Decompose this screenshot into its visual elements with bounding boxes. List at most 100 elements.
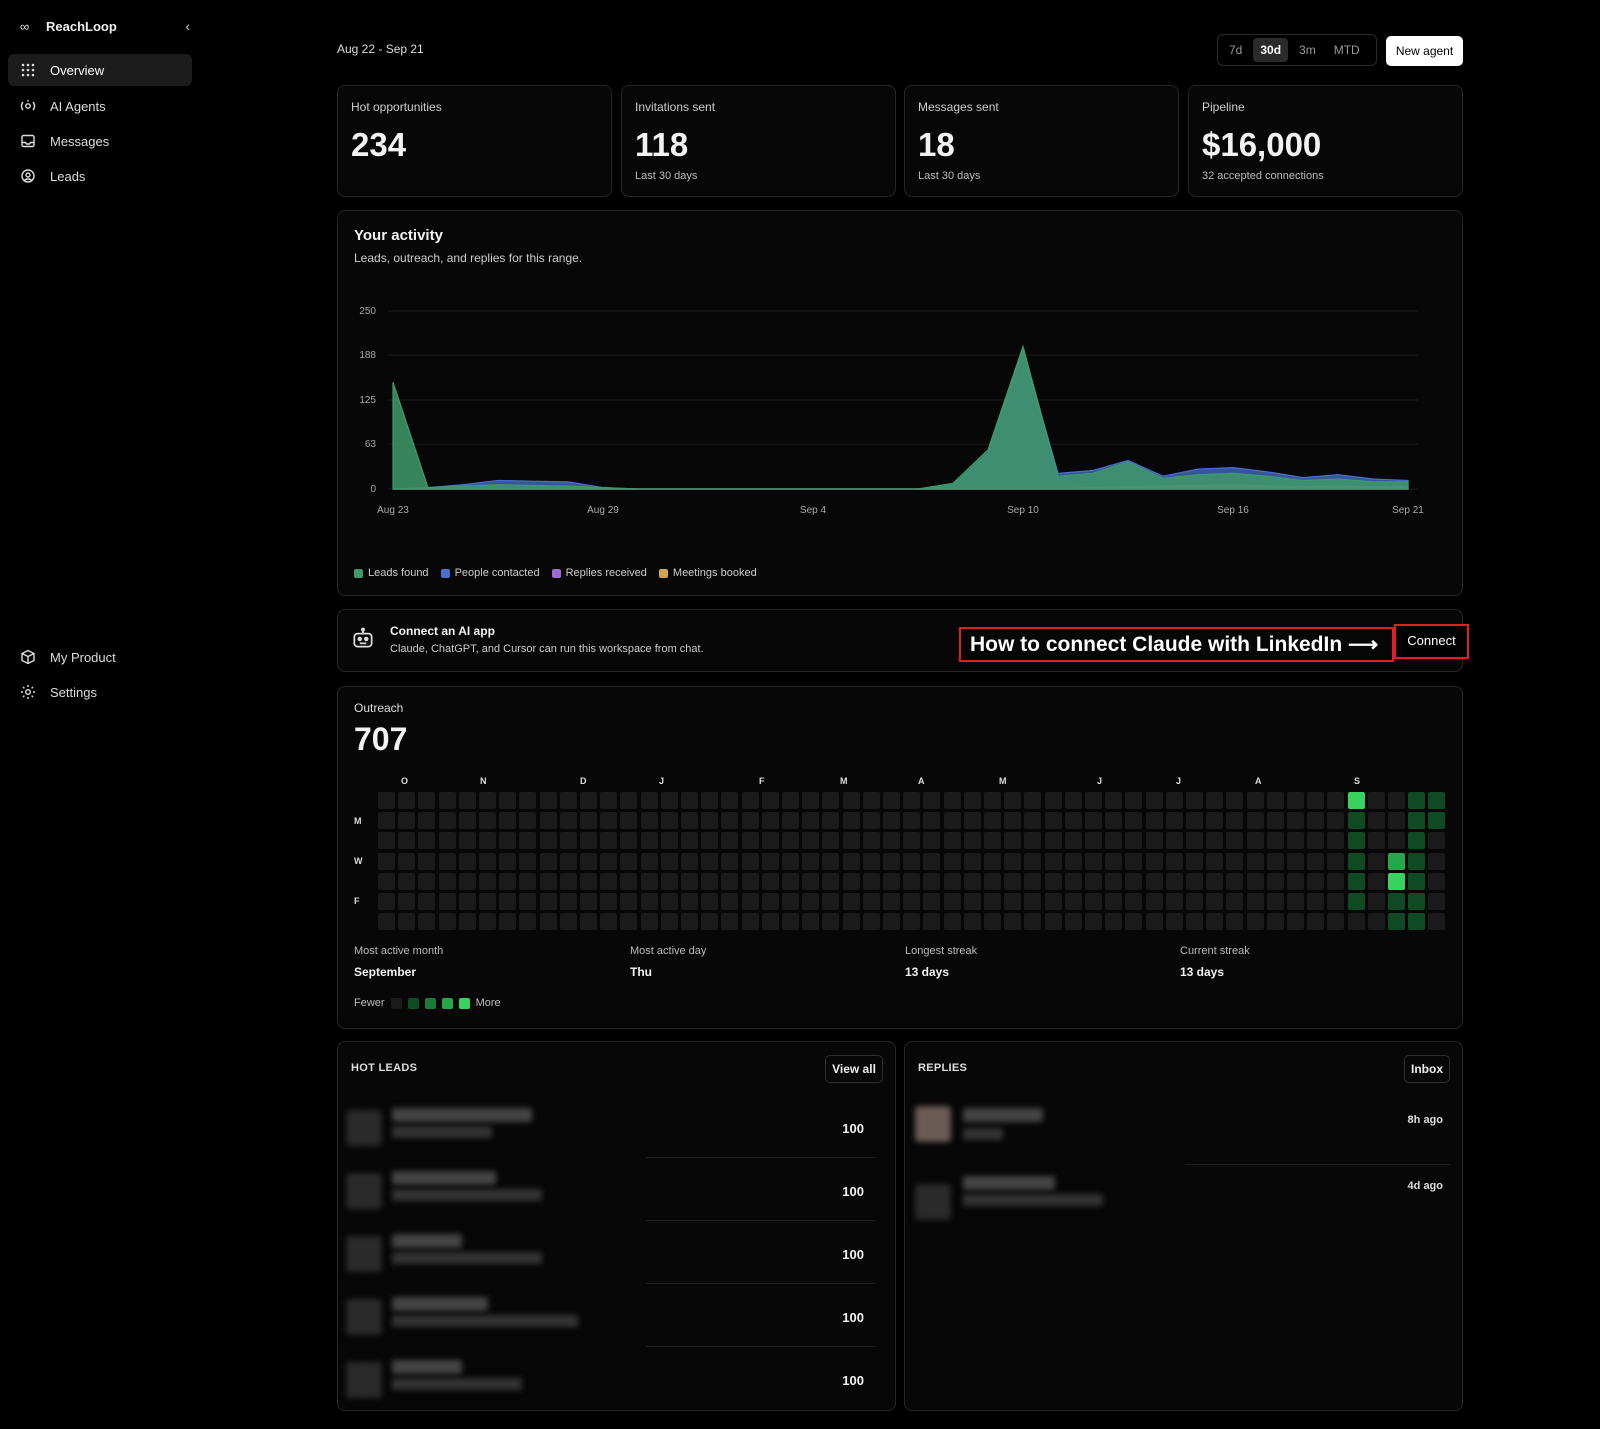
heatmap-cell (1206, 872, 1224, 890)
heatmap-cell (378, 792, 395, 809)
heatmap-cell (1165, 812, 1183, 830)
heatmap-cell (1105, 872, 1123, 890)
sidebar-item-settings[interactable]: Settings (8, 676, 192, 708)
robot-icon (353, 627, 373, 648)
heatmap-cell (1246, 913, 1264, 931)
heatmap-cell (761, 812, 779, 830)
heatmap-cell (640, 812, 658, 830)
lead-row[interactable]: 100 (346, 1348, 876, 1410)
heatmap-cell (1347, 852, 1365, 870)
heatmap-cell (1105, 893, 1123, 910)
stat-value: $16,000 (1202, 126, 1322, 163)
heatmap-cell (519, 872, 537, 890)
heatmap-cell (681, 832, 698, 850)
heatmap-cell (1085, 792, 1102, 809)
heatmap-cell (640, 913, 658, 931)
heatmap-cell (640, 872, 658, 890)
heatmap-cell (1085, 832, 1102, 850)
heatmap-cell (539, 812, 557, 830)
heatmap-cell (1408, 893, 1426, 910)
heatmap-cell (620, 893, 638, 910)
sidebar-item-messages[interactable]: Messages (8, 125, 192, 157)
heatmap-cell (418, 913, 436, 931)
sidebar: ∞ ReachLoop ‹ Overview AI Agents Message… (0, 0, 200, 1429)
x-tick-label: Sep 16 (1217, 505, 1249, 516)
heatmap-cell (883, 872, 900, 890)
heatmap-cell (741, 832, 759, 850)
heatmap-cell (398, 792, 416, 809)
heatmap-cell (701, 792, 719, 809)
view-all-button[interactable]: View all (825, 1055, 883, 1083)
heatmap-cell (600, 913, 618, 931)
x-tick-label: Sep 4 (800, 505, 827, 516)
heatmap-cell (499, 852, 517, 870)
sidebar-item-ai-agents[interactable]: AI Agents (8, 90, 192, 122)
inbox-button[interactable]: Inbox (1404, 1055, 1450, 1083)
range-mtd-button[interactable]: MTD (1333, 43, 1360, 57)
reply-row[interactable]: 8h ago (915, 1106, 1455, 1172)
lead-row[interactable]: 100 (346, 1159, 876, 1221)
stat-most-active-month: Most active month September (354, 945, 444, 979)
heatmap-cell (681, 792, 698, 809)
stat-value: 118 (635, 126, 689, 163)
sidebar-item-overview[interactable]: Overview (8, 54, 192, 86)
collapse-sidebar-icon[interactable]: ‹ (185, 18, 190, 34)
range-3m-button[interactable]: 3m (1299, 43, 1316, 57)
heatmap-cell (963, 893, 981, 910)
lead-row[interactable]: 100 (346, 1285, 876, 1347)
heatmap-cell (1428, 832, 1446, 850)
stat-sub: Last 30 days (635, 170, 698, 182)
activity-title: Your activity (354, 227, 443, 244)
heatmap-cell (499, 792, 517, 809)
lead-row[interactable]: 100 (346, 1222, 876, 1284)
heatmap-cell (580, 812, 597, 830)
connect-guide-link[interactable]: How to connect Claude with LinkedIn ⟶ (959, 627, 1394, 662)
heatmap-cell (398, 872, 416, 890)
reply-row[interactable]: 4d ago (915, 1172, 1455, 1238)
new-agent-button[interactable]: New agent (1386, 36, 1463, 66)
heatmap-cell (660, 893, 678, 910)
heatmap-cell (378, 852, 395, 870)
heatmap-cell (1024, 872, 1042, 890)
heatmap-cell (1287, 832, 1304, 850)
heatmap-cell (640, 832, 658, 850)
heatmap-cell (1266, 792, 1284, 809)
heatmap-scale: Fewer More (354, 997, 501, 1009)
heatmap-cell (1064, 872, 1082, 890)
heatmap-cell (600, 872, 618, 890)
heatmap-cell (1428, 913, 1446, 931)
heatmap-cell (1246, 872, 1264, 890)
heatmap-cell (1266, 913, 1284, 931)
heatmap-cell (1408, 872, 1426, 890)
app-name: ReachLoop (46, 18, 117, 34)
heatmap-cell (499, 872, 517, 890)
heatmap-cell (1226, 852, 1244, 870)
heatmap-cell (721, 913, 739, 931)
sidebar-item-my-product[interactable]: My Product (8, 641, 192, 673)
heatmap-cell (418, 893, 436, 910)
sidebar-item-label: Settings (50, 684, 97, 700)
gear-icon (21, 685, 35, 699)
heatmap-cell (701, 852, 719, 870)
stat-value: 234 (351, 126, 407, 163)
heatmap-cell (1024, 913, 1042, 931)
heatmap-cell (1226, 872, 1244, 890)
heatmap-cell (761, 913, 779, 931)
range-7d-button[interactable]: 7d (1229, 43, 1243, 57)
heatmap-cell (903, 832, 921, 850)
range-30d-button[interactable]: 30d (1253, 38, 1289, 62)
heatmap-cell (963, 812, 981, 830)
heatmap-cell (822, 913, 840, 931)
heatmap-cell (681, 893, 698, 910)
connect-button[interactable]: Connect (1394, 624, 1469, 659)
heatmap-cell (1145, 872, 1163, 890)
heatmap-cell (1428, 812, 1446, 830)
x-tick-label: Aug 29 (587, 505, 619, 516)
heatmap-cell (1004, 913, 1022, 931)
sidebar-item-leads[interactable]: Leads (8, 160, 192, 192)
lead-row[interactable]: 100 (346, 1096, 876, 1158)
heatmap-cell (438, 893, 456, 910)
heatmap-cell (883, 812, 900, 830)
heatmap-cell (923, 913, 941, 931)
heatmap-cell (923, 872, 941, 890)
